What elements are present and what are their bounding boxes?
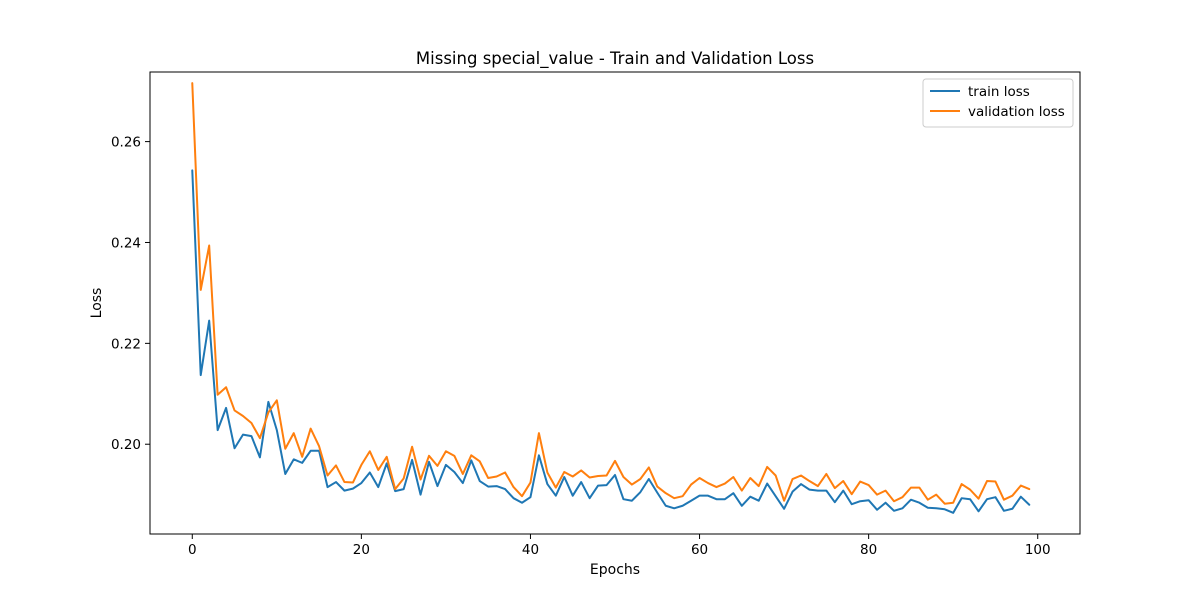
series-line-train-loss bbox=[191, 169, 1031, 514]
x-tick-label: 40 bbox=[522, 542, 539, 558]
legend-entries: train loss validation loss bbox=[930, 84, 1065, 120]
plot-area-frame bbox=[149, 71, 1081, 535]
legend: train loss validation loss bbox=[922, 78, 1074, 128]
series-layer bbox=[191, 82, 1031, 514]
y-tick-label: 0.26 bbox=[111, 135, 141, 151]
x-tick-label: 60 bbox=[691, 542, 708, 558]
legend-box bbox=[922, 78, 1074, 128]
x-tick-label: 80 bbox=[860, 542, 877, 558]
series-line-validation-loss bbox=[191, 82, 1031, 505]
y-tick-label: 0.24 bbox=[111, 235, 141, 251]
y-axis-label: Loss bbox=[89, 288, 105, 319]
x-tick-label: 0 bbox=[188, 542, 197, 558]
y-tick-label: 0.22 bbox=[111, 336, 141, 352]
legend-label: validation loss bbox=[968, 104, 1065, 120]
x-tick-label: 20 bbox=[353, 542, 370, 558]
x-axis-ticks: 0 20 40 60 80 100 bbox=[188, 534, 1051, 558]
x-tick-label: 100 bbox=[1025, 542, 1051, 558]
y-axis-ticks: 0.20 0.22 0.24 0.26 bbox=[111, 135, 150, 453]
legend-label: train loss bbox=[968, 84, 1030, 100]
y-tick-label: 0.20 bbox=[111, 437, 141, 453]
chart-title: Missing special_value - Train and Valida… bbox=[416, 49, 814, 69]
x-axis-label: Epochs bbox=[590, 562, 640, 578]
